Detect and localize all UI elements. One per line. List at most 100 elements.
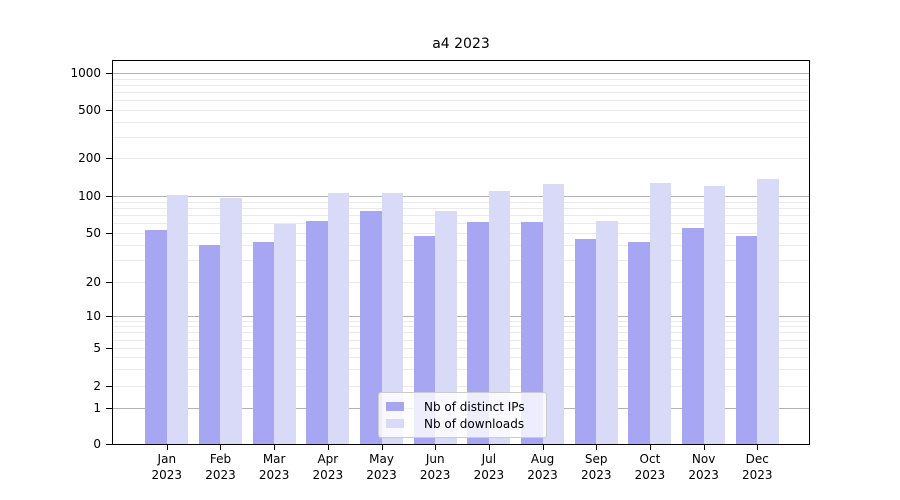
minor-gridline [113, 215, 809, 217]
x-tick-mark [327, 445, 329, 450]
x-tick-mark [649, 445, 651, 450]
y-tick-label: 0 [93, 437, 101, 451]
x-tick-mark [274, 445, 276, 450]
x-tick-label: Aug 2023 [513, 451, 573, 483]
x-tick-year: 2023 [151, 468, 183, 482]
y-tick-label: 20 [85, 275, 101, 289]
y-tick-label: 1000 [70, 66, 101, 80]
x-tick-year: 2023 [634, 468, 666, 482]
x-tick-label: Mar 2023 [244, 451, 304, 483]
y-tick-mark [106, 282, 112, 283]
bar-distinct-ips [145, 229, 167, 444]
x-tick-mark [435, 445, 437, 450]
major-gridline [113, 73, 809, 74]
bar-downloads [166, 194, 189, 444]
legend-label-distinct-ips: Nb of distinct IPs [424, 399, 525, 414]
x-tick-year: 2023 [527, 468, 558, 482]
minor-gridline [113, 332, 809, 334]
legend-swatch-distinct-ips [386, 402, 404, 411]
x-tick-label: Apr 2023 [298, 451, 358, 483]
legend-item-distinct-ips: Nb of distinct IPs [386, 398, 546, 415]
minor-gridline [113, 357, 809, 359]
bar-distinct-ips [574, 238, 597, 444]
legend: Nb of distinct IPs Nb of downloads [378, 392, 547, 438]
x-tick-month: Jan [157, 452, 177, 466]
x-tick-month: Dec [745, 452, 769, 466]
x-tick-month: Oct [639, 452, 661, 466]
x-tick-mark [488, 445, 490, 450]
bar-downloads [757, 179, 779, 444]
x-tick-label: Jun 2023 [405, 451, 465, 483]
y-tick-mark [106, 233, 112, 234]
minor-gridline [113, 92, 809, 94]
y-tick-mark [106, 408, 112, 409]
x-tick-month: Aug [530, 452, 555, 466]
bar-distinct-ips [628, 242, 650, 444]
bar-downloads [649, 182, 672, 444]
y-tick-label: 5 [93, 341, 101, 355]
y-tick-label: 100 [78, 189, 101, 203]
y-tick-mark [106, 444, 112, 445]
bar-downloads [703, 185, 726, 444]
x-tick-month: Sep [584, 452, 608, 466]
x-tick-mark [166, 445, 168, 450]
minor-gridline [113, 282, 809, 283]
x-tick-month: Jul [481, 452, 497, 466]
minor-gridline [113, 386, 809, 387]
bar-downloads [596, 220, 618, 444]
plot-area: Nb of distinct IPs Nb of downloads [112, 60, 810, 445]
x-tick-label: Jul 2023 [459, 451, 519, 483]
minor-gridline [113, 326, 809, 328]
minor-gridline [113, 320, 809, 322]
bar-downloads [274, 224, 296, 444]
x-tick-label: Feb 2023 [190, 451, 250, 483]
x-tick-year: 2023 [258, 468, 290, 482]
x-tick-mark [381, 445, 383, 450]
minor-gridline [113, 158, 809, 159]
minor-gridline [113, 369, 809, 371]
x-tick-mark [703, 445, 705, 450]
x-tick-year: 2023 [312, 468, 344, 482]
y-tick-label: 50 [85, 226, 101, 240]
x-tick-year: 2023 [741, 468, 773, 482]
y-tick-mark [106, 110, 112, 111]
y-tick-label: 200 [78, 151, 101, 165]
x-tick-label: Dec 2023 [727, 451, 787, 483]
x-tick-year: 2023 [205, 468, 236, 482]
bar-distinct-ips [360, 210, 382, 444]
minor-gridline [113, 121, 809, 123]
x-tick-month: Mar [262, 452, 286, 466]
minor-gridline [113, 78, 809, 80]
legend-item-downloads: Nb of downloads [386, 415, 546, 432]
minor-gridline [113, 110, 809, 111]
minor-gridline [113, 201, 809, 203]
bar-downloads [327, 192, 350, 444]
bar-distinct-ips [682, 227, 704, 444]
legend-label-downloads: Nb of downloads [424, 416, 525, 431]
x-tick-year: 2023 [580, 468, 612, 482]
x-tick-year: 2023 [419, 468, 451, 482]
minor-gridline [113, 223, 809, 225]
bar-downloads [542, 184, 565, 444]
bar-distinct-ips [521, 222, 543, 444]
x-tick-month: Feb [209, 452, 232, 466]
x-tick-month: Apr [317, 452, 339, 466]
bar-distinct-ips [306, 220, 328, 444]
legend-swatch-downloads [386, 419, 404, 428]
y-tick-mark [106, 73, 112, 74]
bar-downloads [488, 191, 511, 444]
minor-gridline [113, 260, 809, 262]
x-tick-label: Oct 2023 [620, 451, 680, 483]
major-gridline [113, 316, 809, 317]
chart-title: a4 2023 [432, 36, 490, 52]
bar-downloads [381, 193, 404, 444]
y-tick-label: 1 [93, 401, 101, 415]
x-tick-month: Jun [425, 452, 445, 466]
major-gridline [113, 196, 809, 197]
x-tick-year: 2023 [688, 468, 719, 482]
bar-downloads [220, 198, 242, 444]
y-tick-mark [106, 316, 112, 317]
minor-gridline [113, 233, 809, 234]
bar-distinct-ips [735, 236, 758, 444]
